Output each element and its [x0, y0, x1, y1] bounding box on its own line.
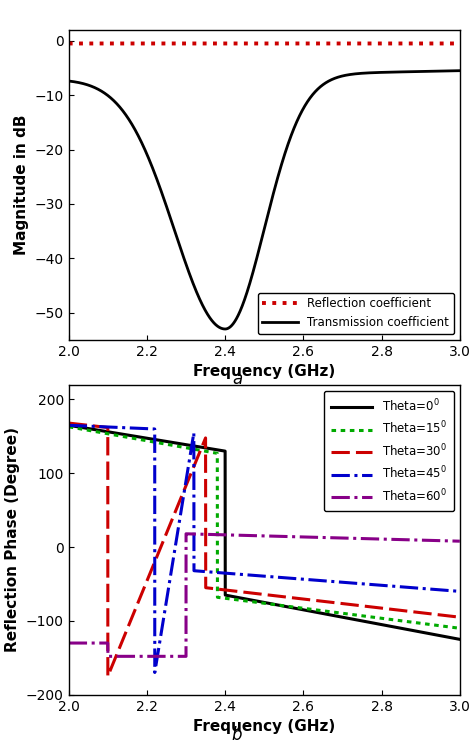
Theta=45$^0$: [66, 421, 72, 430]
Theta=0$^0$: [208, 444, 213, 453]
Theta=60$^0$: [314, 533, 320, 542]
Theta=0$^0$: [66, 421, 72, 430]
Legend: Theta=0$^0$, Theta=15$^0$, Theta=30$^0$, Theta=45$^0$, Theta=60$^0$: Theta=0$^0$, Theta=15$^0$, Theta=30$^0$,…: [324, 391, 454, 512]
X-axis label: Frequency (GHz): Frequency (GHz): [193, 719, 336, 734]
Theta=15$^0$: [314, 606, 320, 615]
Theta=30$^0$: [85, 421, 91, 430]
X-axis label: Frequency (GHz): Frequency (GHz): [193, 365, 336, 379]
Theta=30$^0$: [314, 596, 320, 605]
Theta=0$^0$: [377, 620, 383, 629]
Text: b: b: [232, 726, 242, 744]
Y-axis label: Reflection Phase (Degree): Reflection Phase (Degree): [5, 427, 20, 652]
Line: Theta=60$^0$: Theta=60$^0$: [69, 534, 460, 657]
Theta=60$^0$: [208, 530, 213, 539]
Theta=15$^0$: [297, 604, 303, 613]
Theta=60$^0$: [457, 536, 463, 545]
Theta=15$^0$: [356, 611, 362, 620]
Line: Theta=45$^0$: Theta=45$^0$: [69, 425, 460, 672]
Theta=30$^0$: [457, 613, 463, 622]
Theta=60$^0$: [66, 639, 72, 648]
Theta=0$^0$: [356, 616, 362, 624]
Y-axis label: Magnitude in dB: Magnitude in dB: [14, 114, 29, 255]
Theta=45$^0$: [457, 587, 463, 596]
Theta=30$^0$: [377, 604, 383, 613]
Theta=0$^0$: [314, 608, 320, 617]
Theta=0$^0$: [85, 424, 91, 433]
Theta=60$^0$: [356, 534, 362, 543]
Theta=45$^0$: [377, 580, 383, 589]
Text: a: a: [232, 370, 242, 388]
Theta=45$^0$: [356, 579, 362, 588]
Theta=45$^0$: [208, 568, 213, 577]
Theta=30$^0$: [66, 418, 72, 427]
Theta=15$^0$: [457, 624, 463, 633]
Theta=60$^0$: [377, 535, 383, 544]
Line: Theta=15$^0$: Theta=15$^0$: [69, 427, 460, 628]
Line: Theta=30$^0$: Theta=30$^0$: [69, 423, 460, 676]
Theta=60$^0$: [85, 639, 91, 648]
Theta=45$^0$: [314, 576, 320, 585]
Theta=30$^0$: [208, 583, 213, 592]
Legend: Reflection coefficient, Transmission coefficient: Reflection coefficient, Transmission coe…: [258, 293, 454, 334]
Theta=15$^0$: [208, 447, 213, 456]
Theta=60$^0$: [105, 652, 111, 661]
Theta=45$^0$: [85, 421, 91, 430]
Theta=0$^0$: [297, 605, 303, 614]
Theta=15$^0$: [66, 422, 72, 431]
Theta=30$^0$: [105, 672, 111, 681]
Theta=15$^0$: [377, 613, 383, 622]
Theta=15$^0$: [85, 426, 91, 435]
Theta=30$^0$: [297, 594, 303, 603]
Theta=60$^0$: [183, 530, 189, 539]
Theta=30$^0$: [356, 601, 362, 610]
Theta=45$^0$: [152, 668, 158, 677]
Line: Theta=0$^0$: Theta=0$^0$: [69, 425, 460, 639]
Theta=0$^0$: [457, 635, 463, 644]
Theta=45$^0$: [297, 574, 303, 583]
Theta=60$^0$: [297, 533, 303, 542]
